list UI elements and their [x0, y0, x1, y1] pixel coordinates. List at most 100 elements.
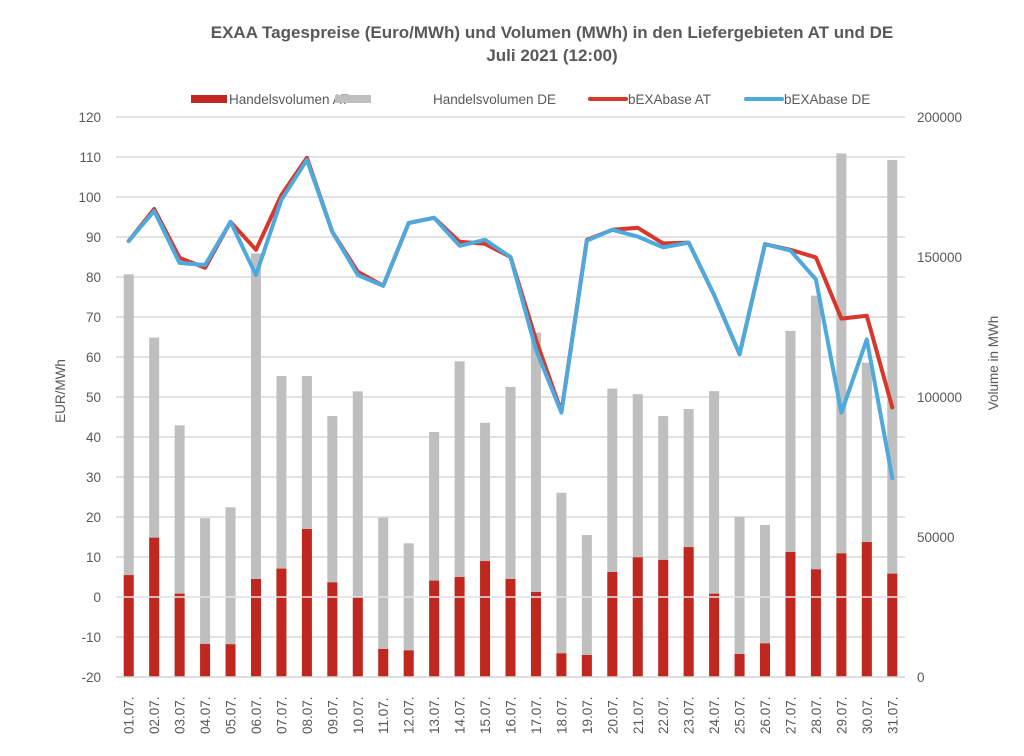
bar-handelsvolumen-at: [607, 572, 618, 677]
bar-handelsvolumen-de: [480, 422, 491, 677]
x-tick-label: 22.07.: [656, 696, 671, 734]
y-tick-label: 120: [78, 110, 101, 125]
bar-handelsvolumen-at: [149, 537, 160, 677]
y-tick-label: 20: [86, 510, 101, 525]
legend-label-handelsvolumen-de: Handelsvolumen DE: [433, 92, 556, 107]
legend-label-bexabase-de: bEXAbase DE: [784, 92, 870, 107]
bar-handelsvolumen-at: [556, 653, 567, 677]
x-tick-label: 23.07.: [682, 696, 697, 734]
chart-title: EXAA Tagespreise (Euro/MWh) und Volumen …: [211, 23, 894, 42]
bar-handelsvolumen-at: [683, 547, 694, 677]
bar-handelsvolumen-de: [556, 492, 567, 677]
x-tick-label: 19.07.: [580, 696, 595, 734]
price-lines: [126, 155, 895, 481]
bar-handelsvolumen-at: [403, 650, 414, 677]
bar-handelsvolumen-at: [785, 551, 796, 677]
y-tick-label: 90: [86, 230, 101, 245]
bar-handelsvolumen-de: [760, 524, 771, 677]
bar-handelsvolumen-at: [709, 593, 720, 677]
bar-handelsvolumen-at: [530, 592, 541, 677]
bar-handelsvolumen-de: [250, 253, 261, 678]
bar-handelsvolumen-de: [429, 432, 440, 677]
legend-label-handelsvolumen-at: Handelsvolumen AT: [229, 92, 349, 107]
bar-handelsvolumen-de: [607, 388, 618, 677]
bar-handelsvolumen-at: [174, 593, 185, 677]
bar-handelsvolumen-at: [810, 569, 821, 677]
x-tick-label: 21.07.: [631, 696, 646, 734]
x-tick-label: 03.07.: [173, 696, 188, 734]
y-tick-label: 50: [86, 390, 101, 405]
right-axis-ticks: 0 50000 100000 150000 200000: [917, 110, 962, 685]
x-tick-label: 07.07.: [274, 696, 289, 734]
bar-handelsvolumen-de: [658, 416, 669, 677]
bar-handelsvolumen-at: [378, 649, 389, 677]
x-tick-label: 01.07.: [122, 696, 137, 734]
bar-handelsvolumen-de: [174, 425, 185, 677]
bar-handelsvolumen-at: [861, 542, 872, 677]
x-tick-label: 13.07.: [427, 696, 442, 734]
bar-handelsvolumen-at: [480, 561, 491, 677]
y-tick-label: 100: [78, 190, 101, 205]
bar-handelsvolumen-de: [581, 535, 592, 677]
x-tick-label: 29.07.: [834, 696, 849, 734]
bar-handelsvolumen-at: [250, 579, 261, 677]
bar-handelsvolumen-de: [632, 394, 643, 677]
left-axis-title: EUR/MWh: [53, 359, 68, 423]
x-tick-label: 15.07.: [478, 696, 493, 734]
bar-handelsvolumen-de: [530, 332, 541, 677]
y2-tick-label: 0: [917, 670, 925, 685]
x-tick-label: 20.07.: [605, 696, 620, 734]
right-axis-title: Volume in MWh: [986, 316, 1001, 411]
x-tick-label: 11.07.: [376, 697, 391, 734]
bar-handelsvolumen-de: [225, 507, 236, 677]
bar-handelsvolumen-at: [887, 573, 898, 677]
y-tick-label: 0: [93, 590, 101, 605]
zero-line: [116, 596, 905, 678]
bar-handelsvolumen-at: [200, 643, 211, 677]
x-tick-label: 14.07.: [453, 696, 468, 734]
bar-handelsvolumen-at: [327, 582, 338, 677]
x-tick-label: 05.07.: [224, 696, 239, 734]
y-tick-label: 70: [86, 310, 101, 325]
bar-handelsvolumen-at: [658, 559, 669, 677]
bar-handelsvolumen-de: [505, 386, 516, 677]
bar-handelsvolumen-de: [709, 391, 720, 677]
bar-handelsvolumen-at: [276, 568, 287, 677]
bar-handelsvolumen-de: [327, 416, 338, 677]
x-tick-label: 18.07.: [554, 696, 569, 734]
y2-tick-label: 150000: [917, 250, 962, 265]
chart-subtitle: Juli 2021 (12:00): [486, 46, 617, 65]
bar-handelsvolumen-de: [454, 361, 465, 677]
bar-handelsvolumen-at: [581, 655, 592, 677]
y-tick-label: 80: [86, 270, 101, 285]
x-tick-label: 09.07.: [325, 696, 340, 734]
y2-tick-label: 50000: [917, 530, 955, 545]
x-tick-label: 04.07.: [198, 696, 213, 734]
y-tick-label: 40: [86, 430, 101, 445]
bar-handelsvolumen-at: [505, 579, 516, 677]
bar-handelsvolumen-at: [836, 553, 847, 677]
line-bexabase-at: [126, 155, 895, 414]
x-tick-label: 31.07.: [885, 696, 900, 734]
bar-handelsvolumen-de: [836, 153, 847, 677]
bar-handelsvolumen-de: [123, 274, 134, 677]
bar-handelsvolumen-de: [887, 159, 898, 678]
bar-handelsvolumen-at: [734, 654, 745, 677]
bar-handelsvolumen-at: [760, 643, 771, 677]
bar-handelsvolumen-at: [352, 596, 363, 677]
y-tick-label: 60: [86, 350, 101, 365]
bar-handelsvolumen-de: [149, 337, 160, 677]
x-tick-label: 30.07.: [860, 696, 875, 734]
x-tick-label: 24.07.: [707, 696, 722, 734]
bars-handelsvolumen-de: [123, 153, 898, 678]
x-tick-label: 26.07.: [758, 696, 773, 734]
x-tick-label: 02.07.: [147, 696, 162, 734]
x-tick-label: 25.07.: [733, 696, 748, 734]
bar-handelsvolumen-de: [683, 409, 694, 677]
x-tick-label: 06.07.: [249, 696, 264, 734]
x-tick-label: 27.07.: [783, 696, 798, 734]
legend: Handelsvolumen AT Handelsvolumen DE bEXA…: [191, 92, 870, 107]
bar-handelsvolumen-at: [429, 580, 440, 677]
y-tick-label: 110: [79, 150, 101, 165]
